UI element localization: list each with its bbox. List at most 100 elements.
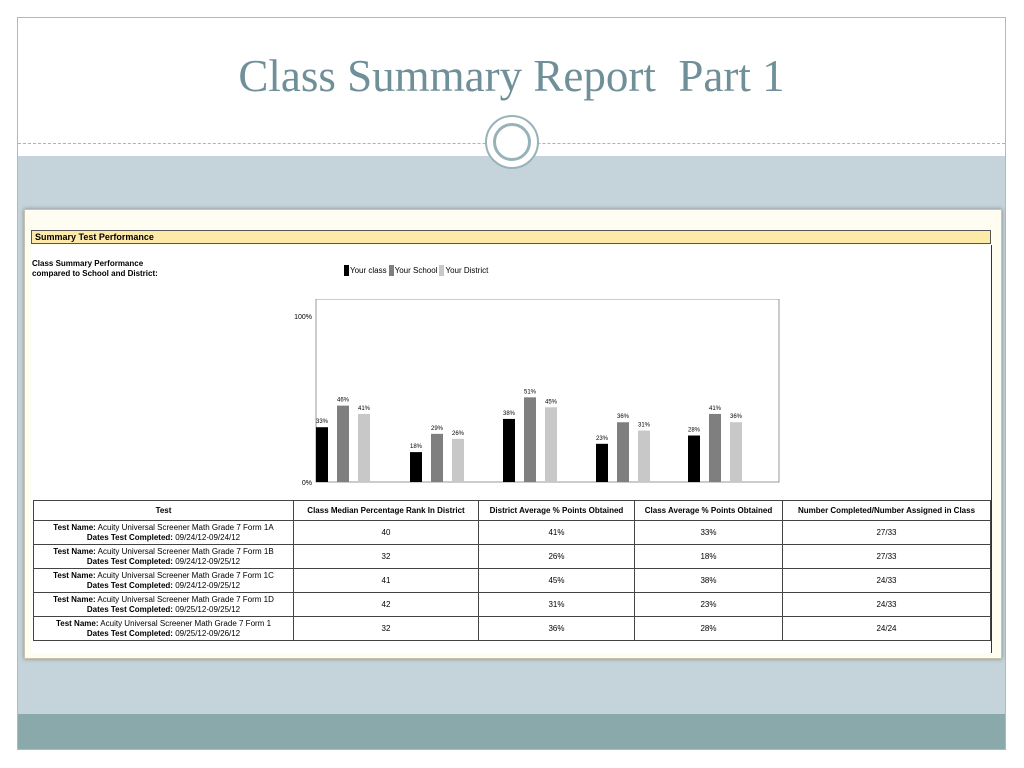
cell-median-rank: 32 xyxy=(293,616,479,641)
dates-label: Dates Test Completed: xyxy=(86,580,173,590)
header-class-avg: Class Average % Points Obtained xyxy=(634,500,783,521)
test-name-value: Acuity Universal Screener Math Grade 7 F… xyxy=(97,522,274,532)
test-name-value: Acuity Universal Screener Math Grade 7 F… xyxy=(97,546,274,556)
cell-completed: 27/33 xyxy=(782,520,991,545)
dates-value: 09/25/12-09/26/12 xyxy=(175,628,241,638)
bar xyxy=(524,397,536,482)
bar xyxy=(638,430,650,482)
bar xyxy=(545,407,557,482)
slide: Class Summary Report Part 1 Summary Test… xyxy=(17,17,1006,750)
y-tick-label: 100% xyxy=(294,314,312,321)
test-name-label: Test Name: xyxy=(53,570,96,580)
dates-label: Dates Test Completed: xyxy=(86,604,173,614)
y-tick-label: 0% xyxy=(302,480,312,487)
test-name-line: Test Name: Acuity Universal Screener Mat… xyxy=(36,619,291,629)
cell-class-avg: 28% xyxy=(634,616,783,641)
cell-class-avg: 18% xyxy=(634,544,783,569)
test-name-line: Test Name: Acuity Universal Screener Mat… xyxy=(36,595,291,605)
legend-swatch-class xyxy=(344,265,349,276)
bar-value-label: 31% xyxy=(638,423,651,429)
table-row: Test Name: Acuity Universal Screener Mat… xyxy=(33,520,991,545)
cell-district-avg: 26% xyxy=(478,544,635,569)
bar xyxy=(358,413,370,482)
legend-item-class: Your class xyxy=(344,265,387,276)
table-row: Test Name: Acuity Universal Screener Mat… xyxy=(33,544,991,569)
bar xyxy=(452,438,464,482)
cell-completed: 24/33 xyxy=(782,592,991,617)
bar xyxy=(410,452,422,482)
test-name-label: Test Name: xyxy=(53,522,96,532)
bar-value-label: 51% xyxy=(524,389,537,395)
chart-legend: Your class Your School Your District xyxy=(344,265,490,276)
bar-value-label: 46% xyxy=(337,398,350,404)
bar-value-label: 36% xyxy=(617,414,630,420)
section-header: Summary Test Performance xyxy=(31,230,991,244)
dates-value: 09/25/12-09/25/12 xyxy=(175,604,241,614)
legend-label-school: Your School xyxy=(394,266,438,275)
bar-value-label: 45% xyxy=(545,399,558,405)
bar-value-label: 23% xyxy=(596,436,609,442)
legend-item-school: Your School xyxy=(388,265,438,276)
table-row: Test Name: Acuity Universal Screener Mat… xyxy=(33,568,991,593)
legend-swatch-district xyxy=(439,265,445,276)
test-name-label: Test Name: xyxy=(53,594,96,604)
bar-value-label: 18% xyxy=(410,444,423,450)
dates-value: 09/24/12-09/24/12 xyxy=(175,532,241,542)
cell-test: Test Name: Acuity Universal Screener Mat… xyxy=(33,544,294,569)
report-image: Summary Test Performance Class Summary P… xyxy=(24,209,1002,659)
cell-completed: 27/33 xyxy=(782,544,991,569)
cell-completed: 24/33 xyxy=(782,568,991,593)
cell-district-avg: 45% xyxy=(478,568,635,593)
dates-line: Dates Test Completed: 09/24/12-09/25/12 xyxy=(36,581,291,591)
bar-chart: 100%0%33%46%41%A.118%29%26%B.138%51%45%C… xyxy=(262,299,780,487)
bar-value-label: 38% xyxy=(503,411,516,417)
test-name-label: Test Name: xyxy=(53,546,96,556)
dates-label: Dates Test Completed: xyxy=(86,532,173,542)
bar xyxy=(596,443,608,482)
cell-median-rank: 42 xyxy=(293,592,479,617)
test-name-line: Test Name: Acuity Universal Screener Mat… xyxy=(36,523,291,533)
test-name-value: Acuity Universal Screener Math Grade 7 F… xyxy=(97,594,274,604)
test-name-value: Acuity Universal Screener Math Grade 7 F… xyxy=(97,570,274,580)
performance-label: Class Summary Performance compared to Sc… xyxy=(32,259,232,279)
cell-district-avg: 41% xyxy=(478,520,635,545)
test-name-value: Acuity Universal Screener Math Grade 7 F… xyxy=(100,618,272,628)
bar xyxy=(730,422,742,482)
bar-value-label: 26% xyxy=(452,431,465,437)
legend-label-class: Your class xyxy=(350,266,387,275)
bar xyxy=(503,418,515,482)
legend-swatch-school xyxy=(388,265,394,276)
header-median-rank: Class Median Percentage Rank In District xyxy=(293,500,479,521)
cell-class-avg: 33% xyxy=(634,520,783,545)
report-panel: Class Summary Performance compared to Sc… xyxy=(31,245,992,653)
test-name-line: Test Name: Acuity Universal Screener Mat… xyxy=(36,547,291,557)
bar-value-label: 29% xyxy=(431,426,444,432)
summary-table: Test Class Median Percentage Rank In Dis… xyxy=(33,500,991,641)
legend-label-district: Your District xyxy=(445,266,489,275)
bar-chart-svg: 100%0%33%46%41%A.118%29%26%B.138%51%45%C… xyxy=(294,299,780,487)
performance-label-line2: compared to School and District: xyxy=(32,269,158,278)
slide-title: Class Summary Report Part 1 xyxy=(238,51,785,101)
dates-line: Dates Test Completed: 09/25/12-09/25/12 xyxy=(36,605,291,615)
bar xyxy=(688,435,700,482)
footer-band xyxy=(18,714,1005,749)
bar-value-label: 36% xyxy=(730,414,743,420)
dates-value: 09/24/12-09/25/12 xyxy=(175,556,241,566)
bar xyxy=(316,427,328,482)
dates-line: Dates Test Completed: 09/24/12-09/25/12 xyxy=(36,557,291,567)
dates-line: Dates Test Completed: 09/24/12-09/24/12 xyxy=(36,533,291,543)
cell-test: Test Name: Acuity Universal Screener Mat… xyxy=(33,616,294,641)
header-completed: Number Completed/Number Assigned in Clas… xyxy=(782,500,991,521)
header-test: Test xyxy=(33,500,294,521)
dates-line: Dates Test Completed: 09/25/12-09/26/12 xyxy=(36,629,291,639)
cell-completed: 24/24 xyxy=(782,616,991,641)
performance-label-line1: Class Summary Performance xyxy=(32,259,144,268)
table-row: Test Name: Acuity Universal Screener Mat… xyxy=(33,592,991,617)
cell-district-avg: 31% xyxy=(478,592,635,617)
table-header-row: Test Class Median Percentage Rank In Dis… xyxy=(33,500,991,521)
bar xyxy=(617,422,629,482)
dates-value: 09/24/12-09/25/12 xyxy=(175,580,241,590)
test-name-line: Test Name: Acuity Universal Screener Mat… xyxy=(36,571,291,581)
dates-label: Dates Test Completed: xyxy=(86,628,173,638)
cell-class-avg: 38% xyxy=(634,568,783,593)
